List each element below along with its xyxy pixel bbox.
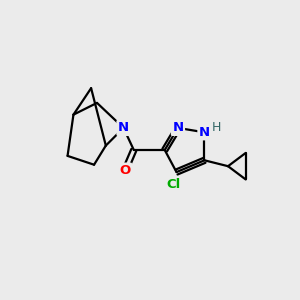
Text: Cl: Cl <box>167 178 181 191</box>
Text: N: N <box>118 122 129 134</box>
Text: O: O <box>119 164 130 177</box>
Text: N: N <box>199 126 210 139</box>
Text: N: N <box>172 122 184 134</box>
Text: H: H <box>212 121 221 134</box>
